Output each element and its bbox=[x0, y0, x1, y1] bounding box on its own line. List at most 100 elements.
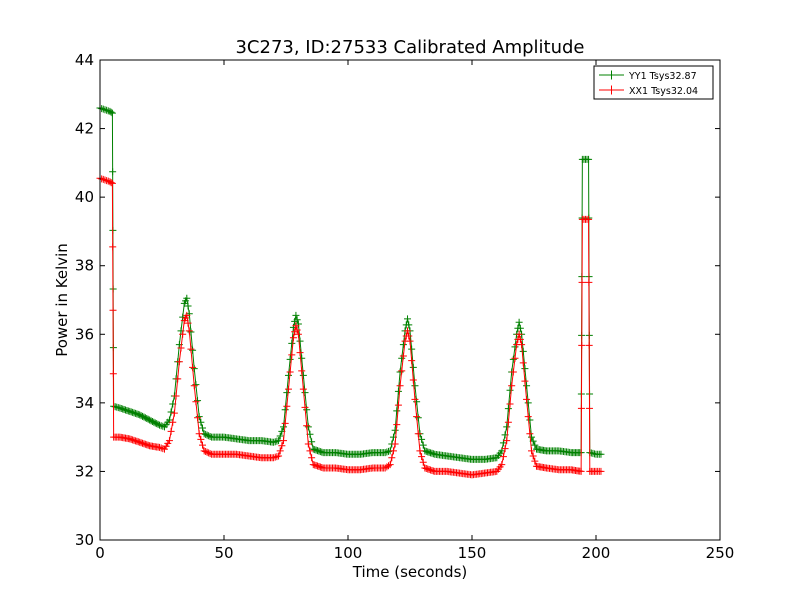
data-point-marker bbox=[271, 438, 279, 446]
data-point-marker bbox=[206, 432, 214, 440]
data-point-marker bbox=[413, 413, 421, 421]
data-point-marker bbox=[585, 155, 593, 163]
data-point-marker bbox=[183, 294, 191, 302]
data-point-marker bbox=[288, 339, 296, 347]
data-point-marker bbox=[169, 418, 177, 426]
data-point-marker bbox=[503, 423, 511, 431]
data-point-marker bbox=[141, 414, 149, 422]
data-point-marker bbox=[504, 418, 512, 426]
data-point-marker bbox=[143, 415, 151, 423]
data-point-marker bbox=[406, 337, 414, 345]
data-point-marker bbox=[187, 345, 195, 353]
data-point-marker bbox=[170, 409, 178, 417]
series-markers bbox=[96, 174, 605, 479]
y-tick-label: 40 bbox=[75, 188, 94, 206]
data-point-marker bbox=[414, 414, 422, 422]
data-point-marker bbox=[146, 416, 154, 424]
data-point-marker bbox=[284, 371, 292, 379]
data-point-marker bbox=[531, 441, 539, 449]
data-point-marker bbox=[153, 420, 161, 428]
data-point-marker bbox=[499, 453, 507, 461]
x-tick-label: 0 bbox=[95, 544, 105, 562]
data-point-marker bbox=[293, 326, 301, 334]
data-point-marker bbox=[151, 419, 159, 427]
data-point-marker bbox=[206, 450, 214, 458]
data-point-marker bbox=[405, 321, 413, 329]
data-point-marker bbox=[298, 354, 306, 362]
data-point-marker bbox=[140, 413, 148, 421]
data-point-marker bbox=[503, 437, 511, 445]
data-point-marker bbox=[160, 445, 168, 453]
data-point-marker bbox=[276, 432, 284, 440]
data-point-marker bbox=[184, 302, 192, 310]
data-point-marker bbox=[159, 422, 167, 430]
data-point-marker bbox=[281, 419, 289, 427]
data-point-marker bbox=[404, 327, 412, 335]
data-point-marker bbox=[418, 453, 426, 461]
data-point-marker bbox=[396, 368, 404, 376]
data-point-marker bbox=[386, 461, 394, 469]
y-tick-label: 42 bbox=[75, 120, 94, 138]
data-point-marker bbox=[184, 319, 192, 327]
data-point-marker bbox=[515, 330, 523, 338]
data-point-marker bbox=[597, 450, 605, 458]
data-point-marker bbox=[521, 365, 529, 373]
data-point-marker bbox=[394, 387, 402, 395]
data-point-marker bbox=[408, 345, 416, 353]
data-point-marker bbox=[585, 341, 593, 349]
data-point-marker bbox=[164, 439, 172, 447]
data-point-marker bbox=[165, 437, 173, 445]
y-tick-label: 30 bbox=[75, 531, 94, 549]
data-point-marker bbox=[391, 440, 399, 448]
data-point-marker bbox=[177, 344, 185, 352]
data-point-marker bbox=[405, 332, 413, 340]
data-point-marker bbox=[394, 401, 402, 409]
data-point-marker bbox=[284, 385, 292, 393]
data-point-marker bbox=[411, 395, 419, 403]
data-point-marker bbox=[501, 445, 509, 453]
data-point-marker bbox=[414, 430, 422, 438]
data-point-marker bbox=[301, 403, 309, 411]
legend: YY1 Tsys32.87 XX1 Tsys32.04 bbox=[593, 65, 714, 100]
data-point-marker bbox=[147, 417, 155, 425]
data-point-marker bbox=[172, 392, 180, 400]
data-point-marker bbox=[189, 346, 197, 354]
data-point-marker bbox=[101, 106, 109, 114]
data-point-marker bbox=[519, 359, 527, 367]
data-point-marker bbox=[98, 175, 106, 183]
data-point-marker bbox=[192, 381, 200, 389]
data-point-marker bbox=[281, 406, 289, 414]
data-point-marker bbox=[409, 363, 417, 371]
data-point-marker bbox=[103, 106, 111, 114]
data-point-marker bbox=[101, 176, 109, 184]
data-point-marker bbox=[99, 105, 107, 113]
data-point-marker bbox=[271, 453, 279, 461]
data-point-marker bbox=[179, 313, 187, 321]
data-point-marker bbox=[108, 179, 116, 187]
plot-area bbox=[96, 104, 605, 479]
data-point-marker bbox=[304, 423, 312, 431]
data-point-marker bbox=[506, 400, 514, 408]
data-point-marker bbox=[578, 278, 586, 286]
data-point-marker bbox=[137, 412, 145, 420]
data-point-marker bbox=[283, 402, 291, 410]
data-point-marker bbox=[585, 278, 593, 286]
data-point-marker bbox=[200, 447, 208, 455]
data-point-marker bbox=[508, 382, 516, 390]
data-point-marker bbox=[99, 175, 107, 183]
data-point-marker bbox=[504, 405, 512, 413]
data-point-marker bbox=[393, 407, 401, 415]
data-point-marker bbox=[192, 398, 200, 406]
data-point-marker bbox=[301, 389, 309, 397]
data-point-marker bbox=[203, 448, 211, 456]
data-point-marker bbox=[409, 376, 417, 384]
data-point-marker bbox=[506, 386, 514, 394]
data-point-marker bbox=[299, 385, 307, 393]
data-point-marker bbox=[150, 418, 158, 426]
legend-label: XX1 Tsys32.04 bbox=[629, 86, 698, 97]
plot-frame bbox=[99, 59, 721, 541]
data-point-marker bbox=[270, 454, 278, 462]
data-point-marker bbox=[296, 337, 304, 345]
data-point-marker bbox=[511, 354, 519, 362]
data-point-marker bbox=[103, 177, 111, 185]
